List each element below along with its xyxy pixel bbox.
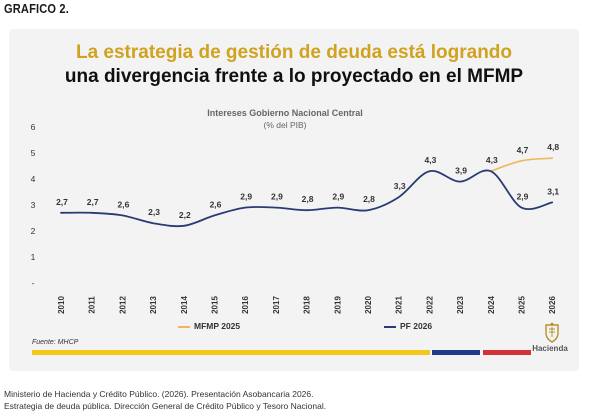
data-label: 2,6	[117, 199, 129, 209]
chart-subtitle: (% del PIB)	[263, 120, 307, 130]
color-bar-red	[483, 350, 531, 355]
series-line-pf-2026	[60, 169, 554, 228]
y-axis-ticks: - 1 2 3 4 5 6	[31, 122, 36, 288]
x-tick-label: 2026	[548, 296, 557, 314]
x-tick-label: 2010	[57, 296, 66, 314]
series-line-mfmp-2025	[490, 157, 553, 172]
legend-item-mfmp: MFMP 2025	[178, 321, 240, 331]
x-tick-label: 2022	[425, 296, 434, 314]
data-labels: 4,7 4,8 2,7 2,7 2,6 2,3 2,2 2,6 2,9 2,9 2,8 2,9 2,8 3…	[56, 142, 559, 220]
chart-title: Intereses Gobierno Nacional Central	[207, 108, 363, 118]
y-tick-label: 3	[31, 200, 36, 210]
data-label: 2,7	[56, 197, 68, 207]
color-bar	[32, 350, 556, 355]
data-label: 2,9	[517, 192, 529, 202]
data-label: 2,9	[240, 192, 252, 202]
y-tick-label: 6	[31, 122, 36, 132]
x-tick-label: 2021	[395, 296, 404, 314]
figure-label: GRAFICO 2.	[4, 1, 69, 16]
y-tick-label: 4	[31, 174, 36, 184]
legend-item-pf: PF 2026	[384, 321, 432, 331]
y-tick-label: 1	[31, 252, 36, 262]
data-label: 2,9	[332, 192, 344, 202]
data-label: 2,2	[179, 210, 191, 220]
x-tick-label: 2018	[303, 296, 312, 314]
y-tick-label: 5	[31, 148, 36, 158]
series-lines	[60, 157, 554, 228]
data-label: 4,8	[547, 142, 559, 152]
legend-label-mfmp: MFMP 2025	[194, 321, 241, 331]
data-label: 2,7	[87, 197, 99, 207]
x-axis-ticks: 2010 2011 2012 2013 2014 2015 2016 2017 2018 2019…	[57, 296, 557, 314]
data-label: 4,7	[517, 145, 529, 155]
data-label: 4,3	[486, 155, 498, 165]
data-label: 3,3	[394, 181, 406, 191]
data-label: 2,6	[210, 199, 222, 209]
data-label: 2,8	[302, 194, 314, 204]
headline-line-2: una divergencia frente a lo proyectado e…	[64, 66, 524, 87]
chart-card	[9, 29, 579, 371]
x-tick-label: 2015	[211, 296, 220, 314]
y-tick-label: -	[32, 278, 35, 288]
data-label: 2,8	[363, 194, 375, 204]
x-tick-label: 2013	[149, 296, 158, 314]
x-tick-label: 2019	[333, 296, 342, 314]
y-tick-label: 2	[31, 226, 36, 236]
data-label: 2,9	[271, 192, 283, 202]
data-label: 4,3	[424, 155, 436, 165]
headline-line-1: La estrategia de gestión de deuda está l…	[75, 42, 513, 63]
x-tick-label: 2012	[118, 296, 127, 314]
source-note: Fuente: MHCP	[32, 339, 79, 346]
footer-citation-line-2: Estrategia de deuda pública. Dirección G…	[4, 401, 327, 411]
footer-citation-line-1: Ministerio de Hacienda y Crédito Público…	[4, 389, 314, 399]
x-tick-label: 2024	[487, 296, 496, 314]
color-bar-yellow	[32, 350, 430, 355]
x-tick-label: 2014	[180, 296, 189, 314]
legend-swatch-pf	[384, 325, 396, 328]
x-tick-label: 2020	[364, 296, 373, 314]
x-tick-label: 2025	[518, 296, 527, 314]
coat-of-arms-icon	[545, 322, 559, 343]
x-tick-label: 2023	[456, 296, 465, 314]
color-bar-blue	[432, 350, 480, 355]
legend-swatch-mfmp	[178, 325, 190, 328]
data-label: 3,9	[455, 166, 467, 176]
legend-label-pf: PF 2026	[400, 321, 433, 331]
data-label: 3,1	[547, 186, 559, 196]
x-tick-label: 2017	[272, 296, 281, 314]
data-label: 2,3	[148, 207, 160, 217]
brand-name: Hacienda	[532, 344, 568, 353]
x-tick-label: 2011	[88, 296, 97, 314]
x-tick-label: 2016	[241, 296, 250, 314]
